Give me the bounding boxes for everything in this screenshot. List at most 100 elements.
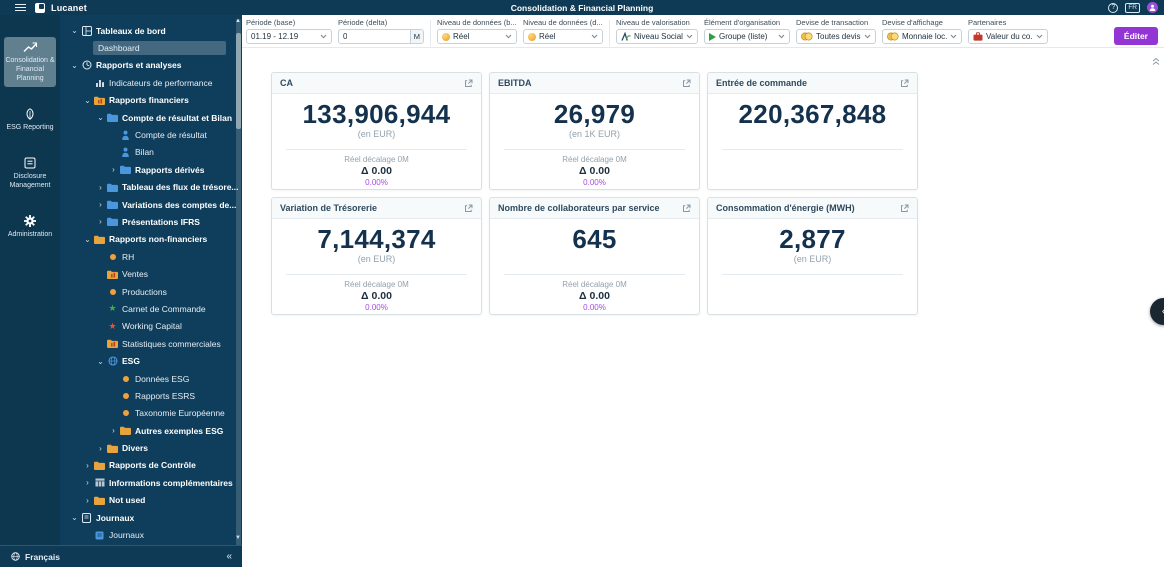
kpi-card-variation-de-tr-sorerie: Variation de Trésorerie 7,144,374 (en EU…	[271, 197, 482, 315]
help-icon[interactable]: ?	[1108, 2, 1119, 13]
edit-button[interactable]: Éditer	[1113, 27, 1158, 45]
filterbar-collapse-icon[interactable]	[1151, 53, 1161, 71]
tree-item-rapports-d-riv-s[interactable]: › Rapports dérivés	[60, 161, 242, 178]
tree-item-label: Informations complémentaires	[109, 477, 233, 488]
tree-item-autres-exemples-esg[interactable]: › Autres exemples ESG	[60, 422, 242, 439]
filter-control[interactable]: Toutes devis...	[796, 29, 876, 44]
filter-control[interactable]: 01.19 - 12.19	[246, 29, 332, 44]
chevron-down-icon[interactable]: ⌄	[97, 113, 104, 123]
tree-item-tableau-des-flux-de-tr-sore-[interactable]: › Tableau des flux de trésore...	[60, 179, 242, 196]
tree-item-rapports-esrs[interactable]: Rapports ESRS	[60, 387, 242, 404]
tree-item-pr-sentations-ifrs[interactable]: › Présentations IFRS	[60, 213, 242, 230]
chevron-down-icon[interactable]: ⌄	[84, 234, 91, 244]
tree-item-label: Rapports financiers	[109, 95, 189, 106]
hamburger-menu-icon[interactable]	[15, 4, 26, 11]
tree-item-indicateurs-de-performance[interactable]: Indicateurs de performance	[60, 74, 242, 91]
tree-item-label: Tableau des flux de trésore...	[122, 182, 239, 193]
filter-control[interactable]: Réel	[523, 29, 603, 44]
folder-chart-yellow-icon	[106, 339, 119, 349]
filter-control[interactable]: Groupe (liste)	[704, 29, 790, 44]
chevron-down-icon[interactable]: ⌄	[71, 26, 78, 36]
chevron-right-icon[interactable]: ›	[112, 165, 115, 175]
tree-item-label: RH	[122, 251, 135, 262]
chevron-right-icon[interactable]: ›	[99, 200, 102, 210]
tree-item-not-used[interactable]: › Not used	[60, 492, 242, 509]
card-value: 26,979	[553, 99, 636, 129]
chevron-right-icon[interactable]: ›	[86, 478, 89, 488]
clock-chart-icon	[80, 60, 93, 70]
tree-item-rapports-non-financiers[interactable]: ⌄ Rapports non-financiers	[60, 231, 242, 248]
period-unit-suffix[interactable]: M	[409, 30, 423, 43]
rail-item-administration[interactable]: Administration	[4, 211, 56, 243]
tree-item-journaux[interactable]: ⌄ Journaux	[60, 509, 242, 526]
tree-item-bilan[interactable]: Bilan	[60, 144, 242, 161]
chevron-down-icon[interactable]: ⌄	[71, 513, 78, 523]
chevron-right-icon[interactable]: ›	[86, 460, 89, 470]
chevron-down-icon[interactable]: ⌄	[84, 95, 91, 105]
chevron-down-icon[interactable]: ⌄	[97, 356, 104, 366]
user-avatar[interactable]	[1147, 2, 1158, 13]
social-green-icon	[621, 32, 631, 41]
tree-item-productions[interactable]: Productions	[60, 283, 242, 300]
tree-scroll-down-icon[interactable]: ▼	[235, 535, 241, 541]
tree-item-variations-des-comptes-de-[interactable]: › Variations des comptes de...	[60, 196, 242, 213]
rail-item-esg-reporting[interactable]: ESG Reporting	[4, 104, 56, 136]
kpi-card-ebitda: EBITDA 26,979 (en 1K EUR) Réel décalage …	[489, 72, 700, 190]
open-in-window-icon[interactable]	[464, 79, 473, 88]
tree-item-rh[interactable]: RH	[60, 248, 242, 265]
chevron-right-icon[interactable]: ›	[99, 182, 102, 192]
tree-item-esg[interactable]: ⌄ ESG	[60, 352, 242, 369]
tree-item-label: Présentations IFRS	[122, 216, 200, 227]
filter-control[interactable]: Niveau Social	[616, 29, 698, 44]
open-in-window-icon[interactable]	[682, 204, 691, 213]
tree-item-rapports-et-analyses[interactable]: ⌄ Rapports et analyses	[60, 57, 242, 74]
card-value: 220,367,848	[738, 99, 887, 129]
tree-item-donn-es-esg[interactable]: Données ESG	[60, 370, 242, 387]
chevron-right-icon[interactable]: ›	[99, 443, 102, 453]
tree-item-statistiques-commerciales[interactable]: Statistiques commerciales	[60, 335, 242, 352]
tree-scrollbar[interactable]	[236, 19, 241, 563]
floating-assistant-button[interactable]: ‹	[1150, 298, 1164, 325]
tree-item-carnet-de-commande[interactable]: ★ Carnet de Commande	[60, 300, 242, 317]
chevron-right-icon[interactable]: ›	[112, 426, 115, 436]
tree-item-tableaux-de-bord[interactable]: ⌄ Tableaux de bord	[60, 22, 242, 39]
rail-item-disclosure-management[interactable]: Disclosure Management	[4, 153, 56, 194]
open-in-window-icon[interactable]	[900, 79, 909, 88]
chevron-right-icon[interactable]: ›	[86, 495, 89, 505]
tree-item-working-capital[interactable]: ★ Working Capital	[60, 318, 242, 335]
filter-label: Devise d'affichage	[882, 18, 943, 27]
language-selector[interactable]: Français	[11, 552, 60, 562]
tree-scroll-up-icon[interactable]: ▲	[235, 18, 241, 24]
tree-item-journaux[interactable]: Journaux	[60, 526, 242, 543]
tree-item-informations-compl-mentaires[interactable]: › Informations complémentaires	[60, 474, 242, 491]
coins-yellow-icon	[801, 32, 813, 41]
tree-item-ventes[interactable]: Ventes	[60, 265, 242, 282]
tree-item-rapports-financiers[interactable]: ⌄ Rapports financiers	[60, 92, 242, 109]
chevron-right-icon[interactable]: ›	[99, 217, 102, 227]
tree-item-divers[interactable]: › Divers	[60, 439, 242, 456]
filter-value: 01.19 - 12.19	[251, 32, 299, 41]
kpi-card-nombre-de-collaborateurs-par-service: Nombre de collaborateurs par service 645…	[489, 197, 700, 315]
chevron-down-icon[interactable]: ⌄	[71, 60, 78, 70]
coins-yellow-icon	[887, 32, 899, 41]
open-in-window-icon[interactable]	[464, 204, 473, 213]
tree-item-taxonomie-europ-enne[interactable]: Taxonomie Européenne	[60, 405, 242, 422]
tree-item-rapports-de-contr-le[interactable]: › Rapports de Contrôle	[60, 457, 242, 474]
tree-scrollbar-thumb[interactable]	[236, 33, 241, 129]
language-badge[interactable]: FR	[1125, 2, 1140, 13]
tree-item-dashboard[interactable]: Dashboard	[60, 39, 242, 56]
filter-control[interactable]: Valeur du co...	[968, 29, 1048, 44]
sidebar-collapse-icon[interactable]: «	[226, 551, 232, 562]
filter-control[interactable]: Monnaie loc...	[882, 29, 962, 44]
rail-item-consolidation-financial-planning[interactable]: Consolidation & Financial Planning	[4, 37, 56, 87]
card-divider	[504, 149, 685, 150]
tree-item-compte-de-r-sultat-et-bilan[interactable]: ⌄ Compte de résultat et Bilan	[60, 109, 242, 126]
filter-control[interactable]: Réel	[437, 29, 517, 44]
open-in-window-icon[interactable]	[682, 79, 691, 88]
tree-item-compte-de-r-sultat[interactable]: Compte de résultat	[60, 126, 242, 143]
globe-icon	[11, 552, 20, 561]
open-in-window-icon[interactable]	[900, 204, 909, 213]
dot-orange-icon	[119, 375, 132, 382]
